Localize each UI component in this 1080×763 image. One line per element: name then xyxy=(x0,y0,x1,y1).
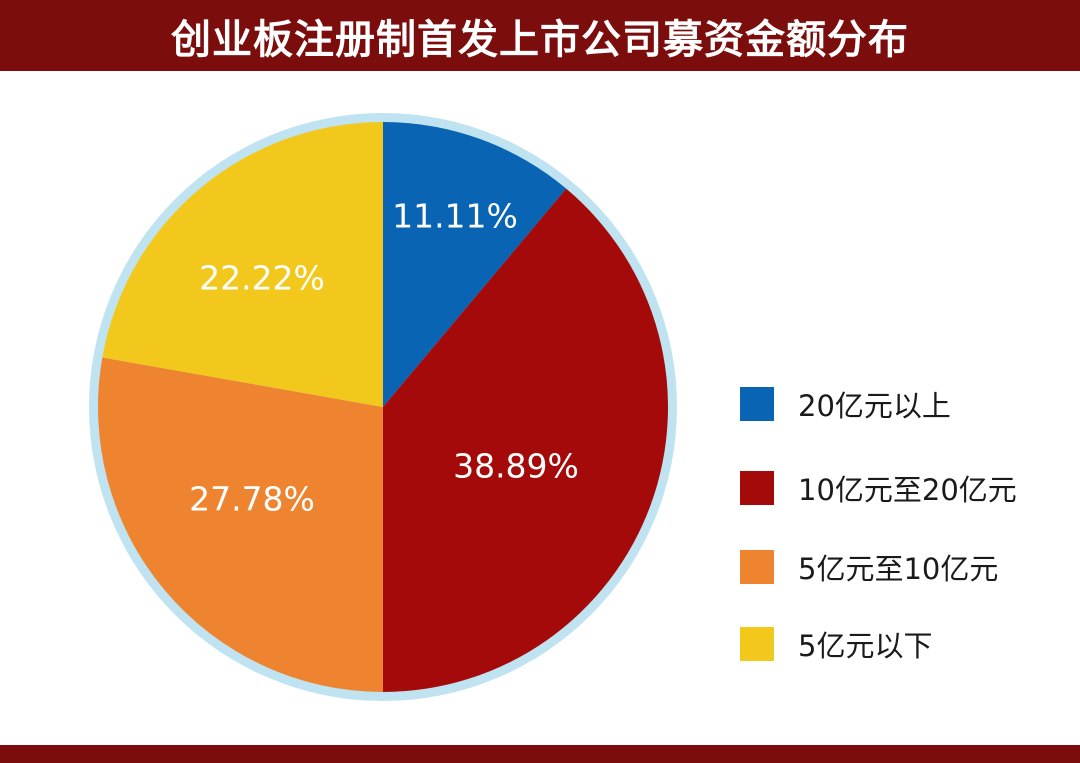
pie-label-5-to-10: 27.78% xyxy=(189,480,315,519)
legend-label-5-to-10: 5亿元至10亿元 xyxy=(798,552,999,586)
pie-slice-under-5 xyxy=(102,122,383,407)
pie-label-10-to-20: 38.89% xyxy=(453,447,579,486)
legend-swatch-5-to-10 xyxy=(740,550,774,584)
bottom-bar xyxy=(0,745,1080,763)
legend-swatch-10-to-20 xyxy=(740,471,774,505)
pie-slice-5-to-10 xyxy=(97,357,384,692)
title-bar: 创业板注册制首发上市公司募资金额分布 xyxy=(0,0,1080,71)
legend-swatch-over-20 xyxy=(740,387,774,421)
legend-item-10-to-20: 10亿元至20亿元 xyxy=(740,467,1017,509)
pie-slice-over-20 xyxy=(383,122,567,407)
legend-label-under-5: 5亿元以下 xyxy=(798,629,933,663)
legend-item-over-20: 20亿元以上 xyxy=(740,383,951,425)
legend-item-under-5: 5亿元以下 xyxy=(740,623,932,665)
pie-label-under-5: 22.22% xyxy=(199,259,325,298)
pie-label-over-20: 11.11% xyxy=(392,197,518,236)
legend-swatch-under-5 xyxy=(740,627,774,661)
legend-item-5-to-10: 5亿元至10亿元 xyxy=(740,546,998,588)
pie-slice-10-to-20 xyxy=(383,188,668,692)
chart-title: 创业板注册制首发上市公司募资金额分布 xyxy=(171,16,909,63)
legend-label-over-20: 20亿元以上 xyxy=(798,389,951,423)
legend-label-10-to-20: 10亿元至20亿元 xyxy=(798,473,1017,507)
